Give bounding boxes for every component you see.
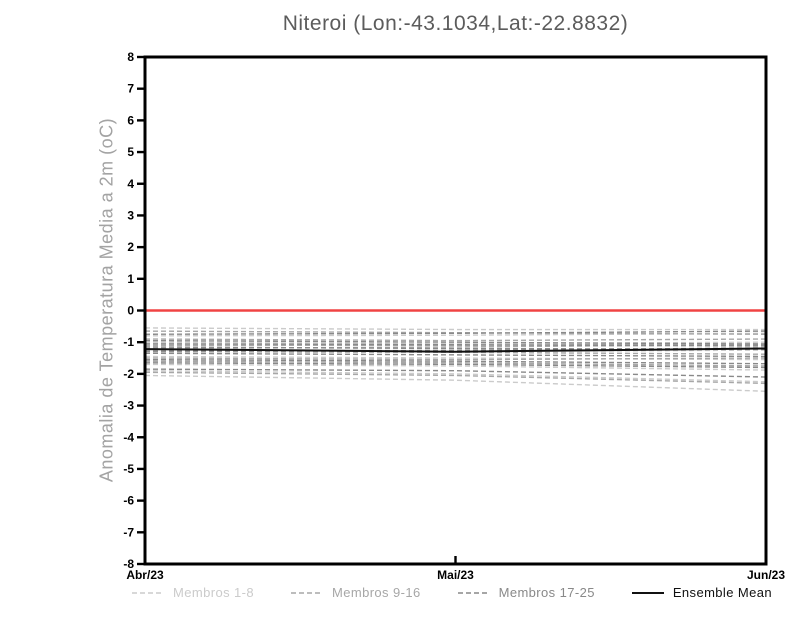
legend-label: Membros 9-16 — [331, 585, 421, 600]
ensemble-member-line — [144, 327, 766, 331]
legend-line-swatch-icon — [457, 591, 490, 594]
x-tick-label: Mai/23 — [437, 568, 474, 582]
ensemble-member-line — [144, 339, 767, 345]
y-tick-label: 3 — [127, 208, 134, 222]
x-tick-label: Abr/23 — [126, 568, 164, 582]
ensemble-member-line — [144, 343, 767, 347]
ensemble-member-line — [144, 341, 767, 345]
y-tick-label: -2 — [123, 367, 134, 381]
ensemble-mean-line — [144, 347, 767, 353]
ensemble-member-line — [144, 358, 767, 365]
legend-item: Ensemble Mean — [631, 585, 772, 600]
legend-line-swatch-icon — [631, 591, 664, 594]
y-tick-label: -8 — [123, 557, 134, 571]
ensemble-member-line — [145, 343, 767, 347]
y-tick-label: 7 — [127, 82, 134, 96]
y-tick-label: 6 — [127, 113, 134, 127]
y-tick-label: 2 — [127, 240, 134, 254]
chart-title: Niteroi (Lon:-43.1034,Lat:-22.8832) — [282, 12, 629, 35]
y-tick-label: -7 — [123, 525, 134, 539]
legend-label: Membros 17-25 — [498, 585, 595, 600]
legend-line-swatch-icon — [132, 591, 164, 594]
ensemble-member-line — [144, 374, 767, 393]
ensemble-member-line — [144, 370, 767, 383]
ensemble-member-line — [144, 362, 767, 369]
y-tick-label: -6 — [123, 494, 134, 508]
y-tick-label: -1 — [123, 335, 134, 349]
ensemble-member-line — [144, 332, 767, 337]
ensemble-member-line — [144, 355, 767, 361]
x-tick-label: Jun/23 — [747, 568, 785, 582]
ensemble-member-line — [144, 371, 767, 385]
y-tick-label: 8 — [127, 50, 134, 64]
legend-label: Membros 1-8 — [173, 585, 254, 600]
ensemble-member-line — [144, 344, 767, 350]
y-tick-label: 1 — [127, 272, 134, 286]
y-tick-label: -5 — [123, 462, 134, 476]
ensemble-member-line — [144, 352, 767, 358]
ensemble-member-line — [144, 368, 767, 378]
ensemble-member-line — [144, 330, 767, 335]
legend: Membros 1-8 Membros 9-16 Membros 17-25 Ense… — [132, 585, 772, 600]
ensemble-member-line — [144, 363, 767, 371]
ensemble-member-line — [144, 360, 767, 367]
y-tick-label: 5 — [127, 145, 134, 159]
legend-item: Membros 1-8 — [132, 585, 254, 600]
y-tick-label: 4 — [127, 177, 134, 191]
legend-item: Membros 17-25 — [457, 585, 595, 600]
ensemble-member-line — [144, 338, 767, 342]
legend-label: Ensemble Mean — [672, 585, 772, 600]
ensemble-member-line — [144, 357, 767, 361]
legend-item: Membros 9-16 — [290, 585, 421, 600]
y-tick-label: -3 — [123, 399, 134, 413]
y-tick-label: -4 — [123, 430, 134, 444]
legend-line-swatch-icon — [290, 591, 323, 594]
ensemble-member-line — [144, 330, 767, 335]
y-tick-label: 0 — [127, 304, 134, 318]
